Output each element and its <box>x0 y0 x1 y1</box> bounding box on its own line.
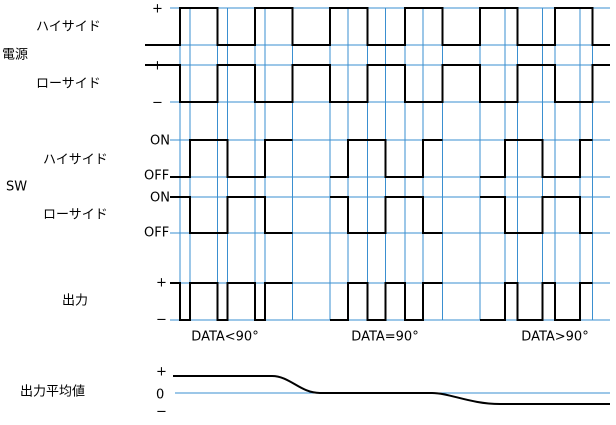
sw-low-wave <box>480 196 593 234</box>
average-curve <box>173 375 610 405</box>
waveforms <box>145 7 610 321</box>
sign: + <box>156 276 167 291</box>
case-label: DATA<90° <box>191 330 258 345</box>
output-wave <box>480 282 593 321</box>
sw-low-wave <box>330 196 443 234</box>
label: ローサイド <box>36 77 101 92</box>
sign: ON <box>150 134 170 149</box>
label: ローサイド <box>43 208 108 223</box>
case-label: DATA=90° <box>351 330 418 345</box>
sign: − <box>156 405 167 420</box>
sw-high-wave <box>480 139 593 178</box>
label: 電源 <box>2 48 28 63</box>
sw-high-wave <box>330 139 443 178</box>
sign: + <box>152 59 163 74</box>
sign: OFF <box>144 169 169 184</box>
output-wave <box>170 282 293 321</box>
sw-high-wave <box>170 139 293 178</box>
sign: − <box>152 96 163 111</box>
label: ハイサイド <box>36 20 101 35</box>
sign: 0 <box>156 388 164 403</box>
label: ハイサイド <box>43 153 108 168</box>
sw-low-wave <box>170 196 293 234</box>
label: SW <box>6 180 27 195</box>
sign: + <box>152 2 163 17</box>
power-low-wave <box>145 64 610 103</box>
label: 出力平均値 <box>20 384 85 400</box>
sign: OFF <box>144 226 169 241</box>
case-label: DATA>90° <box>521 330 588 345</box>
sign: ON <box>150 191 170 206</box>
power-high-wave <box>145 7 610 46</box>
sign: − <box>156 313 167 328</box>
sign: + <box>156 365 167 380</box>
grid <box>170 7 610 321</box>
sign: − <box>152 39 163 54</box>
label: 出力 <box>62 294 88 309</box>
output-wave <box>330 282 443 321</box>
